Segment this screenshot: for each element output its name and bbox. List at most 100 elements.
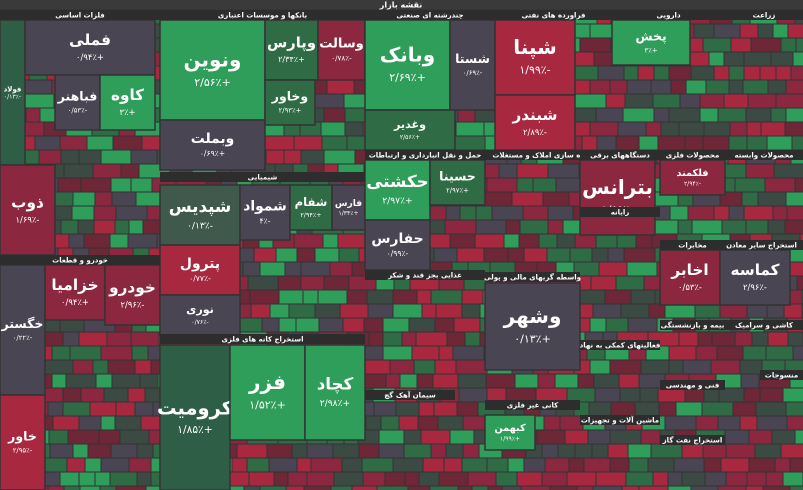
stock-change: +۲/۹۸٪ — [320, 398, 350, 409]
small-tile — [418, 471, 440, 487]
stock-change: -۴٪ — [260, 217, 271, 226]
sector-header: بانکها و موسسات اعتباری — [218, 12, 308, 20]
small-tile — [719, 303, 748, 319]
stock-tile[interactable] — [24, 19, 156, 76]
stock-change: +۰/۶۹٪ — [200, 149, 225, 158]
stock-tile[interactable] — [494, 19, 576, 96]
stock-name: حفارس — [371, 231, 423, 247]
small-tile — [452, 345, 485, 361]
small-tile — [486, 387, 507, 403]
stock-change: +۰/۹۴٪ — [76, 52, 104, 62]
small-tile — [713, 23, 741, 39]
stock-tile[interactable] — [364, 159, 431, 221]
sector-header-bar — [0, 10, 160, 20]
small-tile — [498, 163, 518, 179]
small-tile — [785, 107, 803, 123]
stock-tile[interactable] — [264, 19, 319, 81]
small-tile — [569, 247, 593, 263]
small-tile — [119, 429, 150, 445]
small-tile — [522, 205, 549, 221]
small-tile — [537, 373, 556, 389]
stock-tile[interactable] — [364, 109, 456, 151]
stock-tile[interactable] — [659, 249, 721, 306]
small-tile — [743, 51, 772, 67]
stock-tile[interactable] — [484, 414, 536, 451]
stock-tile[interactable] — [449, 19, 496, 111]
stock-tile[interactable] — [159, 344, 231, 490]
small-tile — [536, 429, 566, 445]
small-tile — [695, 345, 718, 361]
stock-name: شستا — [455, 51, 490, 66]
stock-tile[interactable] — [0, 164, 56, 256]
stock-name: شمواد — [243, 198, 287, 214]
stock-tile[interactable] — [611, 19, 691, 66]
small-tile — [591, 443, 609, 459]
sector-header-bar — [485, 150, 600, 160]
stock-tile[interactable] — [264, 79, 316, 126]
sector-header-bar — [365, 390, 455, 400]
small-tile — [643, 275, 661, 291]
stock-tile[interactable] — [99, 74, 156, 131]
small-tile — [742, 79, 769, 95]
small-tile — [785, 401, 803, 417]
small-tile — [432, 373, 459, 389]
stock-tile[interactable] — [44, 264, 106, 321]
stock-tile[interactable] — [364, 19, 451, 111]
stock-tile[interactable] — [484, 282, 581, 371]
small-tile — [273, 471, 289, 487]
stock-tile[interactable] — [159, 294, 241, 336]
stock-name: خگستر — [1, 316, 44, 331]
sector-header: زراعت — [753, 12, 776, 20]
small-tile — [395, 401, 420, 417]
sector-header-bar — [365, 150, 485, 160]
stock-name: وبملت — [191, 131, 235, 147]
stock-tile[interactable] — [0, 394, 46, 490]
sector-header-bar — [725, 10, 803, 20]
small-tile — [765, 345, 794, 361]
small-tile — [51, 373, 67, 389]
small-tile — [685, 79, 707, 95]
stock-change: -۰/۵۳٪ — [68, 107, 88, 115]
small-tile — [339, 303, 369, 319]
small-tile — [266, 443, 293, 459]
small-tile — [699, 107, 719, 123]
stock-tile[interactable] — [719, 249, 791, 306]
small-tile — [71, 205, 95, 221]
small-tile — [574, 443, 593, 459]
small-tile — [618, 373, 640, 389]
small-tile — [434, 317, 455, 333]
stock-tile[interactable] — [239, 184, 291, 241]
small-tile — [754, 443, 782, 459]
stock-tile[interactable] — [289, 184, 333, 231]
stock-tile[interactable] — [159, 119, 266, 171]
small-tile — [392, 457, 424, 473]
stock-name: وپارس — [267, 34, 316, 51]
stock-tile[interactable] — [659, 159, 726, 196]
small-tile — [285, 485, 305, 490]
stock-change: +۲/۳۴٪ — [278, 54, 305, 64]
small-tile — [430, 289, 463, 305]
small-tile — [323, 107, 346, 123]
sector-header: استخراج کانه های فلزی — [222, 336, 304, 344]
small-tile — [63, 485, 81, 490]
small-tile — [748, 457, 776, 473]
small-tile — [100, 415, 116, 431]
small-tile — [789, 485, 803, 490]
small-tile — [453, 135, 486, 151]
small-tile — [639, 387, 659, 403]
small-tile — [302, 289, 319, 305]
small-tile — [716, 345, 744, 361]
stock-tile[interactable] — [364, 219, 431, 271]
small-tile — [92, 163, 122, 179]
small-tile — [458, 387, 488, 403]
stock-tile[interactable] — [304, 344, 366, 441]
stock-tile[interactable] — [579, 159, 656, 236]
small-tile — [380, 415, 400, 431]
small-tile — [495, 471, 518, 487]
sector-header-bar — [660, 320, 725, 330]
small-tile — [382, 317, 410, 333]
small-tile — [679, 93, 701, 109]
stock-name: فباهنر — [57, 88, 98, 103]
small-tile — [306, 471, 335, 487]
stock-name: ذوب — [11, 194, 44, 212]
